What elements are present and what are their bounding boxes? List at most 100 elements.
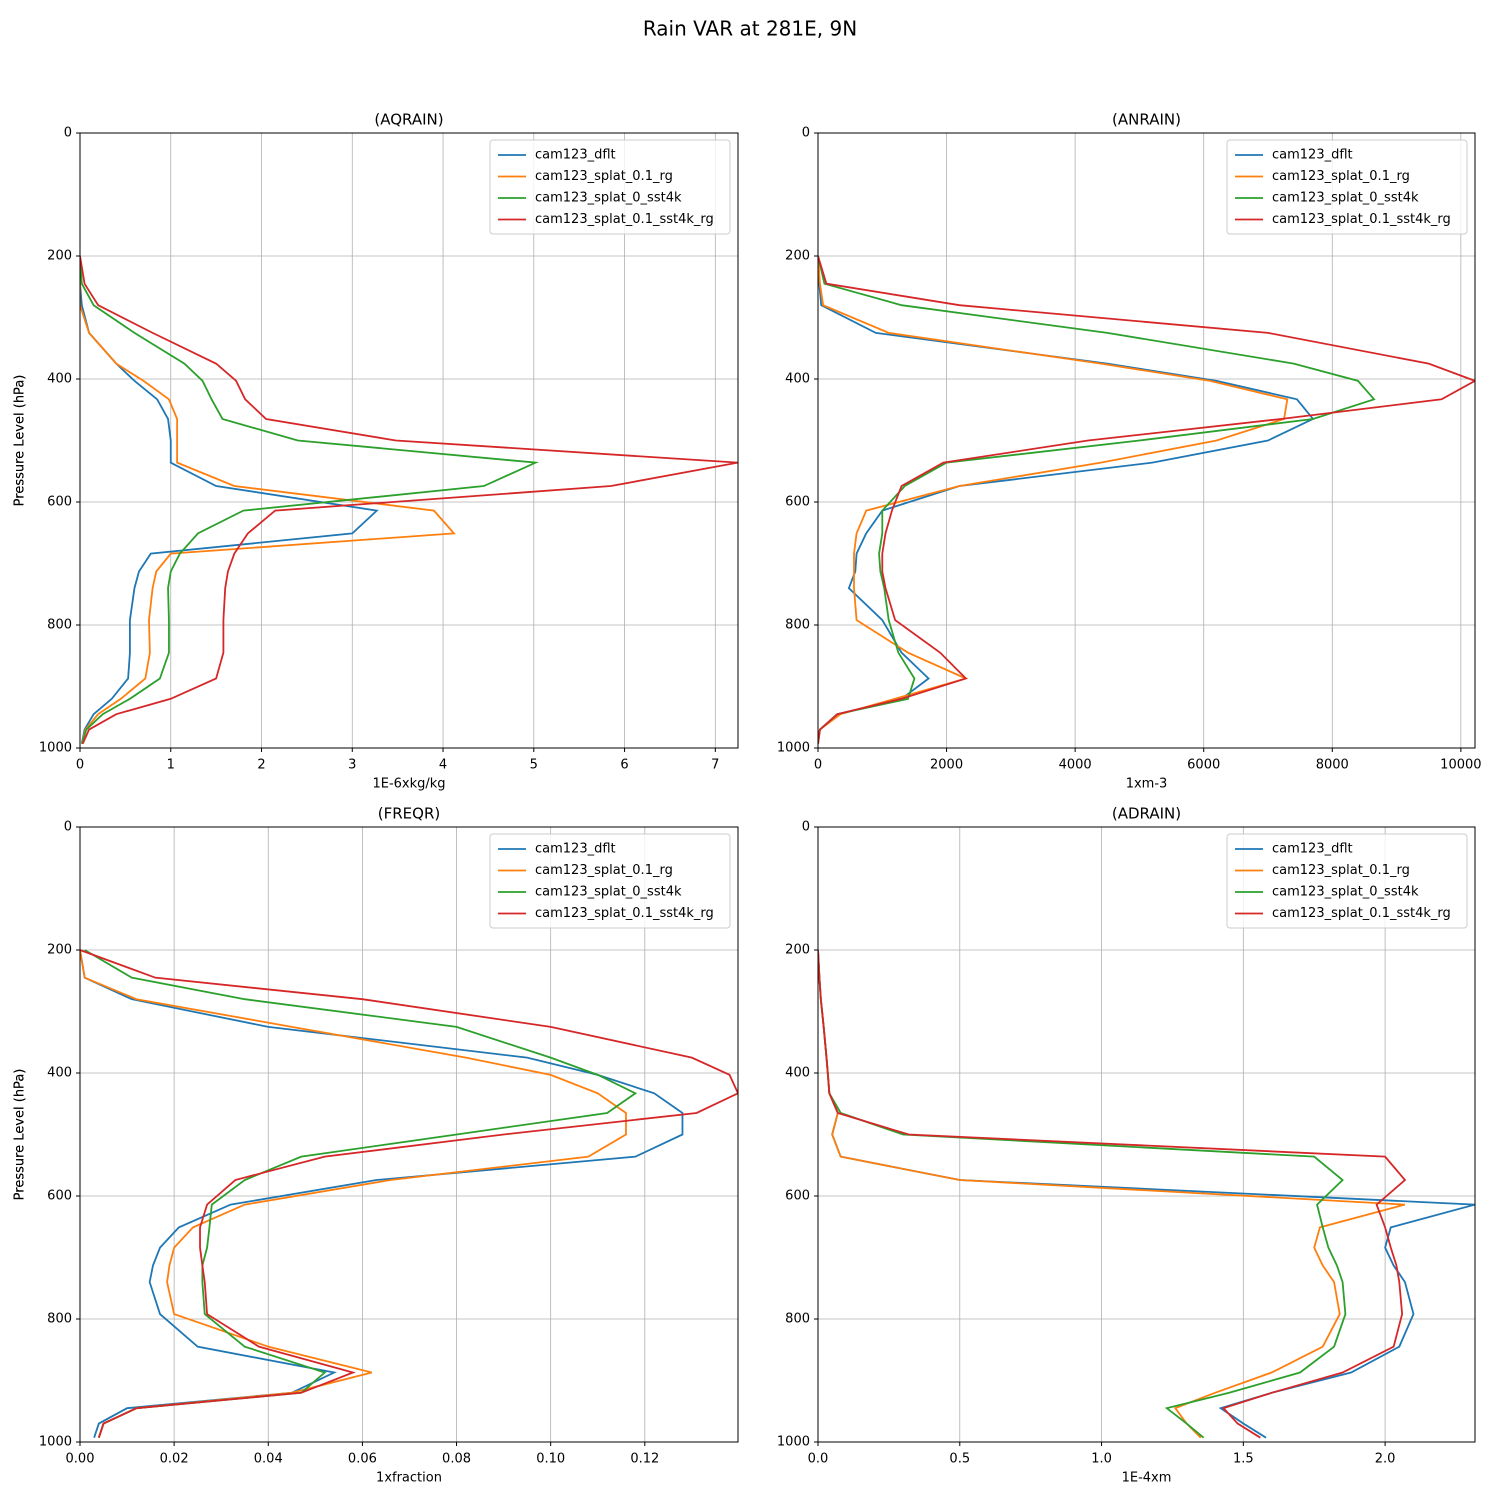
legend-label: cam123_dflt (1272, 842, 1353, 857)
y-axis-label: Pressure Level (hPa) (13, 1069, 28, 1201)
y-tick-label: 400 (47, 372, 72, 387)
y-tick-label: 200 (785, 943, 810, 958)
axes-frame (817, 132, 1476, 749)
x-tick-label: 0 (76, 758, 84, 773)
y-tick-label: 1000 (777, 1435, 810, 1450)
y-tick-label: 800 (47, 1312, 72, 1327)
x-tick-label: 0.02 (160, 1452, 189, 1467)
y-axis-label: Pressure Level (hPa) (13, 1069, 28, 1201)
x-axis-label: 1E-6xkg/kg (372, 777, 445, 792)
subplot: 0.00 0.02 0.04 0.06 0.08 0.10 0.12 0 200 400 600 80… (13, 805, 739, 1486)
x-tick-label: 1 (167, 758, 175, 773)
x-tick-label: 0.08 (442, 1452, 471, 1467)
legend-label: cam123_splat_0_sst4k (1272, 885, 1419, 900)
legend: cam123_dflt cam123_splat_0.1_rg cam123_spl… (489, 139, 731, 235)
x-tick-label: 3 (348, 758, 356, 773)
x-tick-label: 0.0 (808, 1452, 829, 1467)
subplot: 0.0 0.5 1.0 1.5 2.0 0 200 400 600 800 1000 (ADRAIN)… (13, 805, 1476, 1486)
y-tick-label: 200 (785, 249, 810, 264)
legend-label: cam123_dflt (1272, 148, 1353, 163)
x-tick-label: 0 (814, 758, 822, 773)
x-tick-label: 0.00 (66, 1452, 95, 1467)
series-line (80, 256, 456, 744)
x-axis-label: 1xfraction (376, 1471, 442, 1486)
axes-frame (79, 132, 739, 749)
x-tick-label: 6000 (1187, 758, 1220, 773)
y-tick-label: 200 (47, 943, 72, 958)
y-tick-label: 200 (47, 249, 72, 264)
x-axis-label: 1E-4xm (1122, 1471, 1172, 1486)
x-axis-label: 1xm-3 (1126, 777, 1168, 792)
legend-label: cam123_splat_0_sst4k (535, 191, 682, 206)
series-line (80, 255, 540, 744)
subplot-title: (AQRAIN) (374, 111, 443, 129)
subplot-title: (ADRAIN) (1112, 805, 1181, 823)
y-tick-label: 600 (785, 495, 810, 510)
x-tick-label: 7 (711, 758, 719, 773)
legend-label: cam123_splat_0.1_sst4k_rg (535, 212, 714, 227)
legend-label: cam123_splat_0.1_rg (1272, 169, 1410, 184)
subplot: 0 2000 4000 6000 8000 1000002004006008001000(… (13, 111, 1482, 792)
y-tick-label: 0 (802, 126, 810, 141)
legend-box (489, 139, 731, 235)
series-line (80, 255, 738, 745)
series-line (818, 255, 1376, 744)
legend-label: cam123_splat_0.1_sst4k_rg (535, 906, 714, 921)
x-tick-label: 2 (257, 758, 265, 773)
axes-frame (79, 826, 739, 1443)
x-tick-label: 6 (620, 758, 628, 773)
x-tick-label: 5 (530, 758, 538, 773)
y-tick-label: 600 (785, 1189, 810, 1204)
y-tick-label: 600 (47, 495, 72, 510)
legend-label: cam123_dflt (535, 842, 616, 857)
y-tick-label: 400 (785, 1066, 810, 1081)
legend-label: cam123_splat_0.1_rg (535, 169, 673, 184)
legend-box (1226, 139, 1468, 235)
legend-box (489, 833, 731, 929)
x-tick-label: 0.04 (254, 1452, 283, 1467)
series-line (818, 949, 1407, 1439)
x-tick-label: 1.0 (1091, 1452, 1112, 1467)
x-tick-label: 2000 (930, 758, 963, 773)
figure-title: Rain VAR at 281E, 9N (643, 17, 857, 41)
legend-box (1226, 833, 1468, 929)
y-tick-label: 1000 (777, 741, 810, 756)
y-tick-label: 1000 (39, 741, 72, 756)
x-tick-label: 8000 (1316, 758, 1349, 773)
y-tick-label: 0 (802, 820, 810, 835)
x-tick-label: 4000 (1059, 758, 1092, 773)
y-tick-label: 800 (785, 1312, 810, 1327)
axes-frame (817, 826, 1476, 1443)
y-tick-label: 0 (64, 126, 72, 141)
x-tick-label: 0.12 (630, 1452, 659, 1467)
legend-label: cam123_splat_0.1_rg (535, 863, 673, 878)
y-axis-label: Pressure Level (hPa) (13, 375, 28, 507)
legend-label: cam123_splat_0.1_sst4k_rg (1272, 212, 1451, 227)
legend: cam123_dflt cam123_splat_0.1_rg cam123_spl… (1226, 139, 1468, 235)
x-tick-label: 1.5 (1233, 1452, 1254, 1467)
subplot-title: (FREQR) (378, 805, 440, 823)
x-tick-label: 0.5 (949, 1452, 970, 1467)
series-line (818, 255, 1475, 744)
series-line (80, 949, 627, 1438)
legend-label: cam123_splat_0_sst4k (1272, 191, 1419, 206)
series-line (80, 949, 684, 1438)
y-tick-label: 800 (47, 618, 72, 633)
x-tick-label: 2.0 (1375, 1452, 1396, 1467)
x-tick-label: 0.10 (536, 1452, 565, 1467)
y-tick-label: 800 (785, 618, 810, 633)
legend: cam123_dflt cam123_splat_0.1_rg cam123_spl… (489, 833, 731, 929)
subplot-title: (ANRAIN) (1112, 111, 1181, 129)
y-tick-label: 1000 (39, 1435, 72, 1450)
y-tick-label: 400 (785, 372, 810, 387)
y-tick-label: 600 (47, 1189, 72, 1204)
legend: cam123_dflt cam123_splat_0.1_rg cam123_spl… (1226, 833, 1468, 929)
series-line (84, 949, 638, 1438)
legend-label: cam123_splat_0.1_sst4k_rg (1272, 906, 1451, 921)
x-tick-label: 10000 (1440, 758, 1481, 773)
y-axis-label: Pressure Level (hPa) (13, 375, 28, 507)
y-tick-label: 0 (64, 820, 72, 835)
legend-label: cam123_dflt (535, 148, 616, 163)
